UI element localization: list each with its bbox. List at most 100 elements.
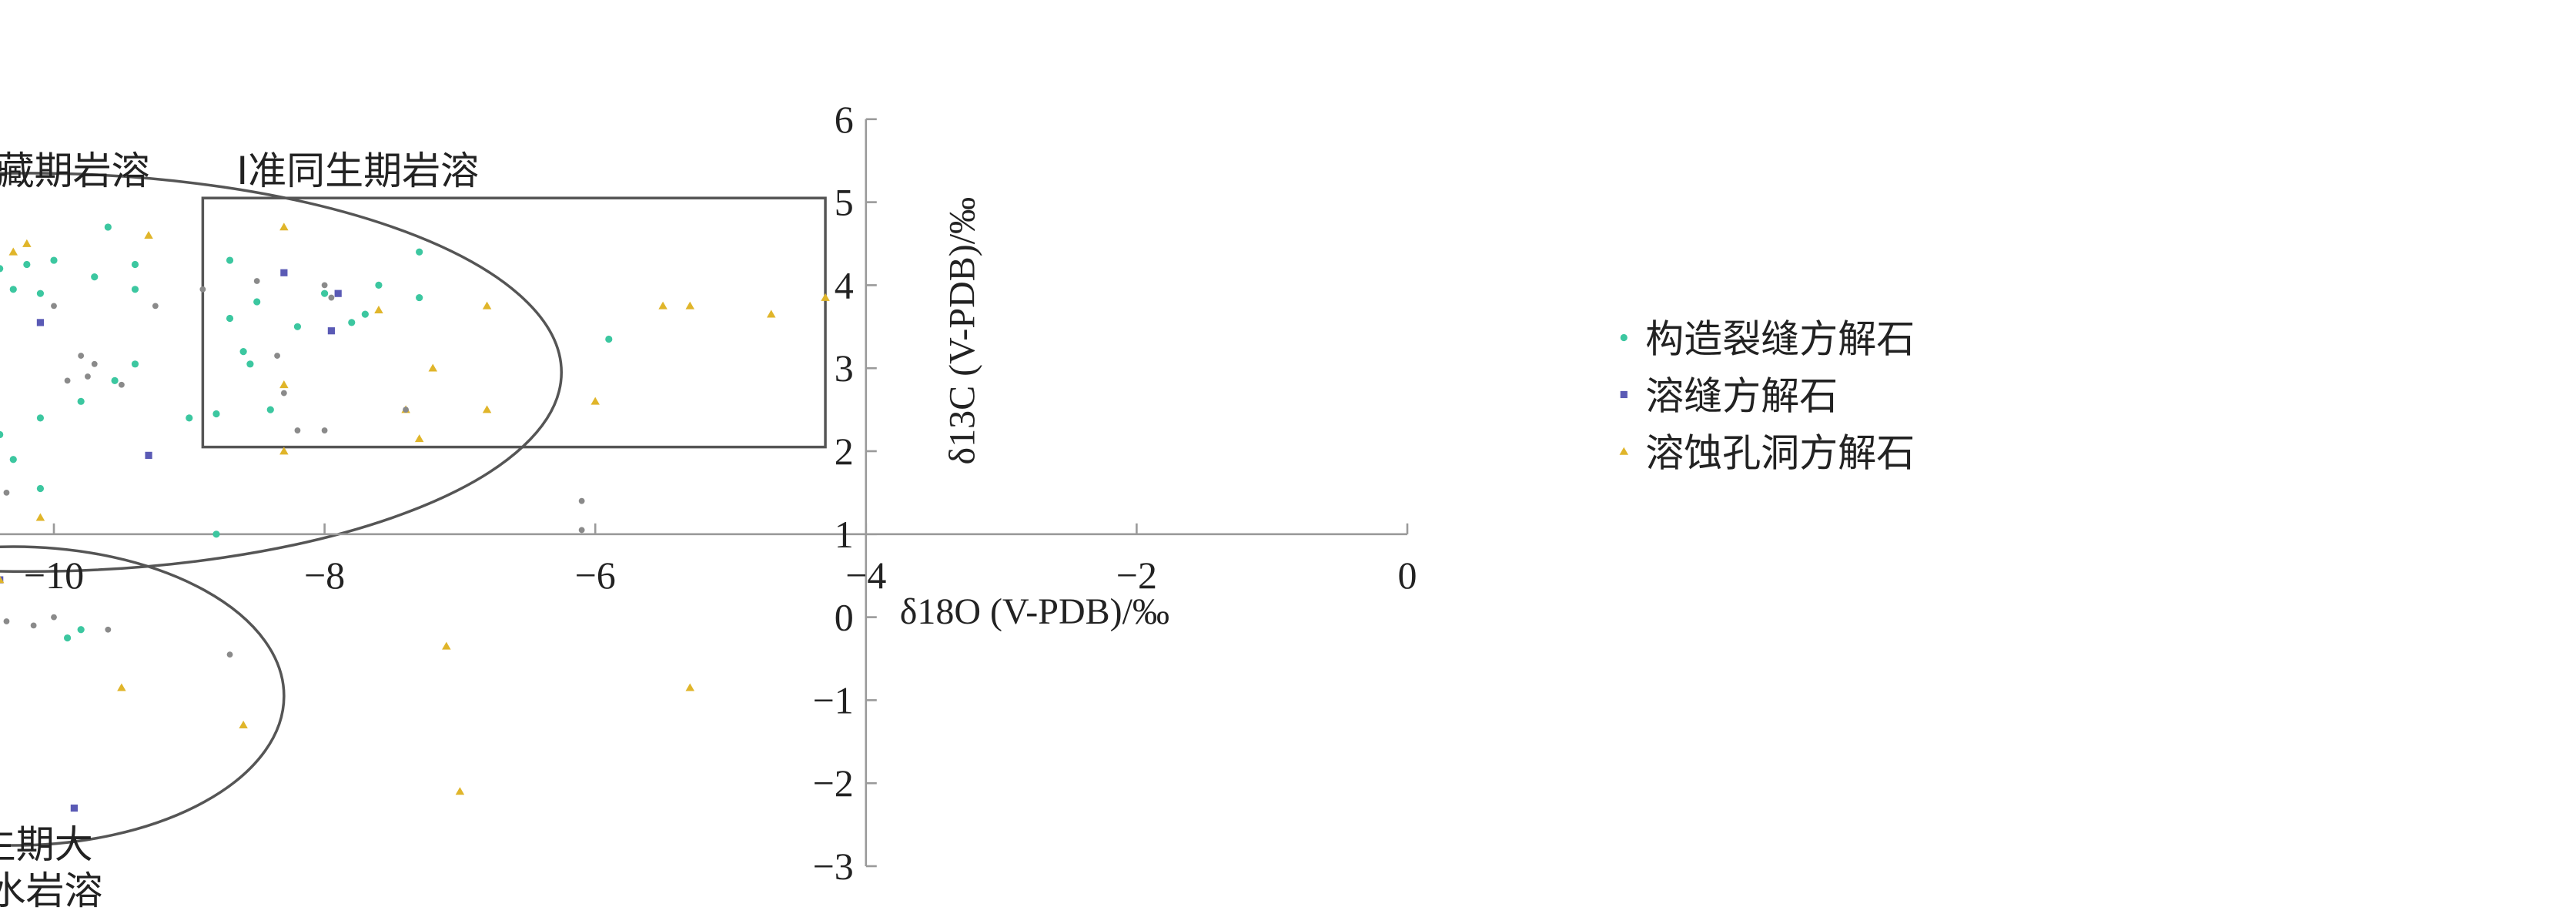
x-tick-label: 0 [1398, 554, 1417, 597]
data-point [51, 303, 57, 310]
region-i-box [201, 196, 827, 449]
data-point [186, 414, 193, 422]
data-point [253, 278, 260, 284]
data-point [280, 269, 288, 276]
axis-titles: δ18O (V-PDB)/‰ δ13C (V-PDB)/‰ [900, 197, 1169, 632]
data-point [22, 239, 32, 247]
data-point [239, 720, 248, 729]
y-tick-label: −3 [813, 845, 854, 888]
data-point [3, 489, 10, 496]
data-point [131, 360, 139, 368]
data-point [105, 626, 112, 633]
data-point [118, 381, 125, 388]
data-point [111, 377, 119, 384]
data-point [8, 247, 18, 256]
data-point [0, 265, 4, 273]
data-point [428, 363, 437, 372]
regions-layer: I准同生期岩溶Ⅱ表生期大气淡水岩溶Ⅲ埋藏期岩溶Ⅳ高温热液岩溶 [0, 149, 827, 913]
legend-marker [1620, 333, 1628, 342]
data-point [321, 427, 328, 433]
data-point [403, 407, 409, 413]
data-point [226, 651, 233, 658]
legend-marker [1619, 447, 1629, 455]
data-point [442, 641, 451, 650]
axes-layer [0, 119, 1407, 866]
region-ii-label: Ⅱ表生期大 [0, 822, 93, 867]
data-point [63, 634, 72, 642]
data-point [36, 484, 45, 493]
data-point [279, 447, 289, 455]
data-point [590, 397, 600, 405]
data-point [274, 353, 280, 359]
data-point [246, 360, 254, 368]
y-tick-label: 4 [835, 263, 854, 306]
data-point [212, 410, 220, 418]
region-iii-ellipse [0, 172, 563, 573]
data-point [145, 451, 152, 459]
series-0 [0, 223, 613, 642]
series-3 [3, 278, 585, 658]
data-point [0, 430, 4, 439]
data-point [70, 804, 78, 812]
data-point [91, 360, 98, 367]
data-point [226, 256, 234, 264]
data-point [279, 380, 289, 389]
data-point [91, 273, 99, 281]
legend-marker [1620, 390, 1628, 399]
data-point [321, 282, 328, 289]
x-tick-label: −10 [24, 554, 84, 597]
y-tick-label: 1 [835, 513, 854, 556]
data-point [416, 248, 423, 256]
data-point [64, 377, 71, 384]
data-point [294, 427, 301, 433]
data-point [36, 289, 45, 297]
data-point [658, 301, 667, 310]
x-axis-title: δ18O (V-PDB)/‰ [900, 591, 1169, 632]
data-point [821, 293, 830, 301]
data-point [253, 298, 261, 306]
data-point [199, 286, 206, 293]
data-point [321, 289, 329, 297]
y-tick-label: −1 [813, 678, 854, 721]
data-point [482, 301, 492, 310]
data-point [85, 373, 91, 380]
data-point [50, 256, 58, 264]
data-point [36, 414, 45, 422]
data-point [144, 230, 153, 239]
points-layer [0, 223, 830, 812]
data-point [375, 281, 383, 289]
x-tick-label: −2 [1116, 554, 1157, 597]
data-point [279, 223, 289, 231]
y-tick-label: 2 [835, 430, 854, 473]
data-point [9, 456, 17, 464]
region-ii-label: 气淡水岩溶 [0, 868, 102, 913]
legend-label: 溶蚀孔洞方解石 [1645, 430, 1915, 475]
y-tick-label: −2 [813, 761, 854, 805]
y-axis-title: δ13C (V-PDB)/‰ [942, 197, 982, 465]
data-point [0, 575, 5, 584]
data-point [361, 310, 369, 318]
data-point [77, 626, 85, 634]
data-point [416, 293, 423, 302]
y-tick-label: 6 [835, 98, 854, 141]
x-tick-label: −4 [845, 554, 886, 597]
data-point [117, 683, 126, 691]
y-tick-label: 0 [835, 596, 854, 639]
data-point [3, 618, 10, 624]
data-point [334, 289, 342, 297]
data-point [36, 319, 45, 326]
data-point [9, 286, 17, 293]
data-point [348, 319, 356, 326]
legend-label: 溶缝方解石 [1645, 373, 1838, 418]
data-point [152, 303, 159, 310]
data-point [685, 301, 695, 310]
data-point [51, 614, 57, 621]
data-point [578, 527, 585, 534]
region-iii-label: Ⅲ埋藏期岩溶 [0, 149, 150, 193]
data-point [578, 497, 585, 504]
data-point [766, 310, 776, 318]
data-point [374, 305, 383, 314]
data-point [280, 390, 287, 397]
x-tick-label: −8 [304, 554, 345, 597]
